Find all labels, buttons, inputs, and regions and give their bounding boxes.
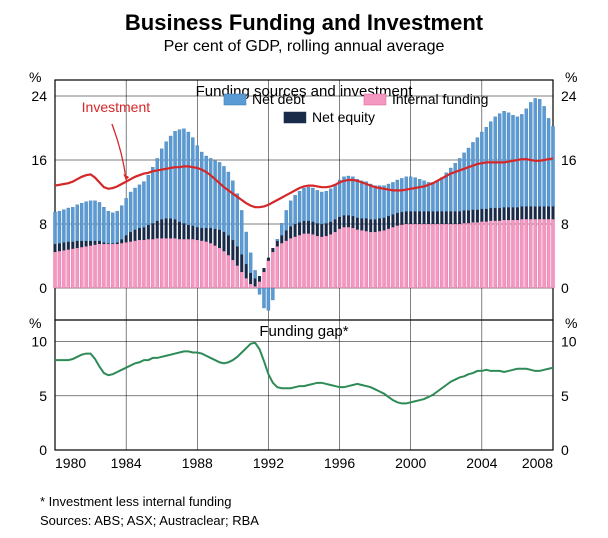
svg-text:1988: 1988 <box>182 455 213 471</box>
svg-text:Net equity: Net equity <box>312 109 375 125</box>
chart-subtitle: Per cent of GDP, rolling annual average <box>10 38 598 56</box>
svg-text:0: 0 <box>561 280 569 296</box>
svg-text:1984: 1984 <box>111 455 142 471</box>
svg-text:10: 10 <box>561 334 577 350</box>
svg-text:%: % <box>565 315 577 331</box>
svg-text:8: 8 <box>561 216 569 232</box>
chart-title: Business Funding and Investment <box>10 10 598 36</box>
svg-text:16: 16 <box>31 152 47 168</box>
svg-text:Funding gap*: Funding gap* <box>259 323 348 340</box>
svg-text:1992: 1992 <box>253 455 284 471</box>
svg-text:10: 10 <box>31 334 47 350</box>
svg-text:2000: 2000 <box>395 455 426 471</box>
svg-text:%: % <box>29 69 41 85</box>
svg-text:1996: 1996 <box>324 455 355 471</box>
svg-text:0: 0 <box>39 280 47 296</box>
svg-text:16: 16 <box>561 152 577 168</box>
svg-text:Internal funding: Internal funding <box>392 91 489 107</box>
svg-text:0: 0 <box>561 442 569 458</box>
svg-text:8: 8 <box>39 216 47 232</box>
footnote: * Investment less internal funding <box>40 494 598 509</box>
svg-text:2004: 2004 <box>466 455 497 471</box>
svg-text:%: % <box>565 69 577 85</box>
svg-text:0: 0 <box>39 442 47 458</box>
svg-text:24: 24 <box>31 88 47 104</box>
sources: Sources: ABS; ASX; Austraclear; RBA <box>40 513 598 528</box>
svg-text:1980: 1980 <box>55 455 86 471</box>
svg-text:%: % <box>29 315 41 331</box>
chart-svg: %% 0 0 8 8 16 16 24 24%% 0 0 5 5 10 10 1980 1984 1988 1992… <box>10 60 598 490</box>
chart-root: Business Funding and Investment Per cent… <box>10 10 598 528</box>
svg-text:2008: 2008 <box>522 455 553 471</box>
svg-text:Investment: Investment <box>82 99 151 115</box>
svg-text:Net debt: Net debt <box>252 91 305 107</box>
svg-text:5: 5 <box>39 388 47 404</box>
svg-text:5: 5 <box>561 388 569 404</box>
svg-text:24: 24 <box>561 88 577 104</box>
